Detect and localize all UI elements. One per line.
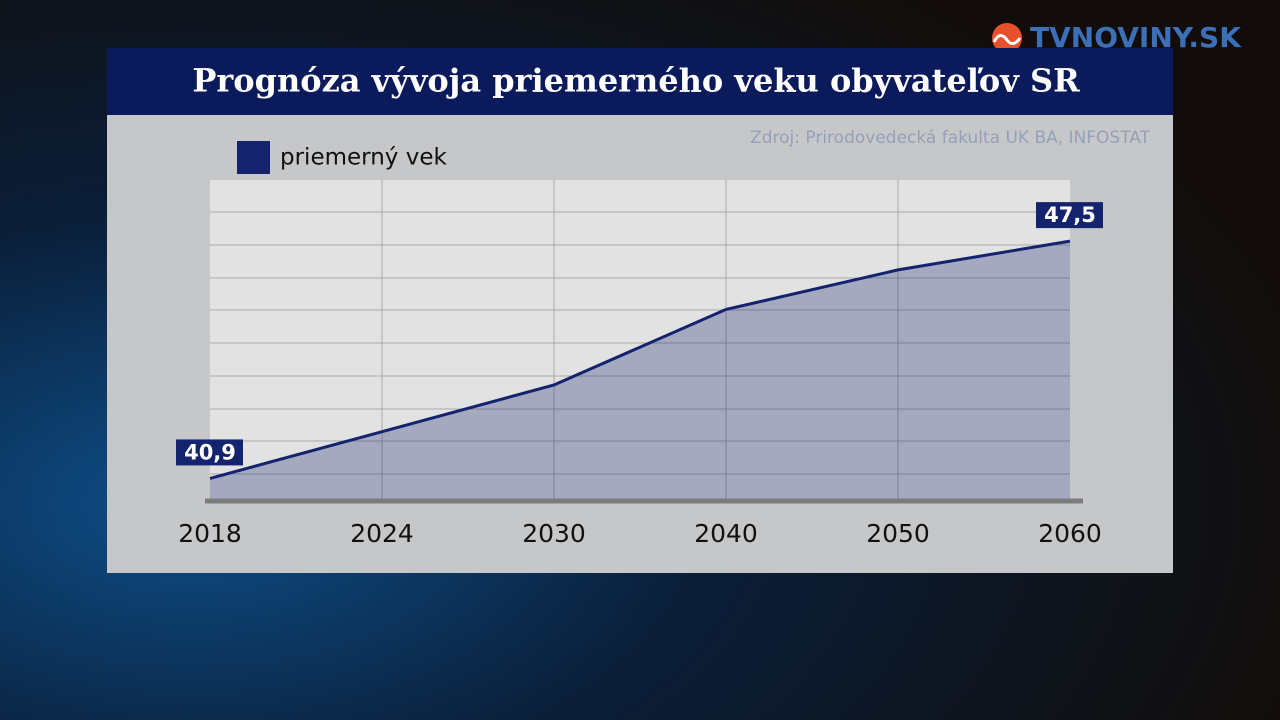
x-tick-label: 2024: [350, 519, 414, 548]
x-tick-label: 2030: [522, 519, 586, 548]
x-tick-label: 2018: [178, 519, 242, 548]
value-label: 40,9: [184, 440, 236, 464]
title-bar: [107, 48, 1173, 115]
x-tick-label: 2040: [694, 519, 758, 548]
chart: 2018 2024 2030 2040 2050 2060 40,9 47,5: [176, 180, 1103, 548]
value-label-box: [1036, 202, 1103, 229]
logo-wave: [992, 34, 1022, 45]
legend-swatch: [237, 141, 270, 174]
line: [209, 239, 1071, 480]
area: [210, 241, 1070, 500]
source: Zdroj: Prirodovedecká fakulta UK BA, INF…: [750, 128, 1151, 148]
legend-label: priemerný vek: [280, 145, 447, 171]
value-label-box: [176, 439, 243, 466]
chart-title: Prognóza vývoja priemerného veku obyvate…: [192, 62, 1080, 100]
value-label: 47,5: [1044, 203, 1096, 227]
x-tick-label: 2050: [866, 519, 930, 548]
grid: [210, 211, 1070, 475]
x-tick-label: 2060: [1038, 519, 1102, 548]
plot-area: [210, 180, 1070, 500]
